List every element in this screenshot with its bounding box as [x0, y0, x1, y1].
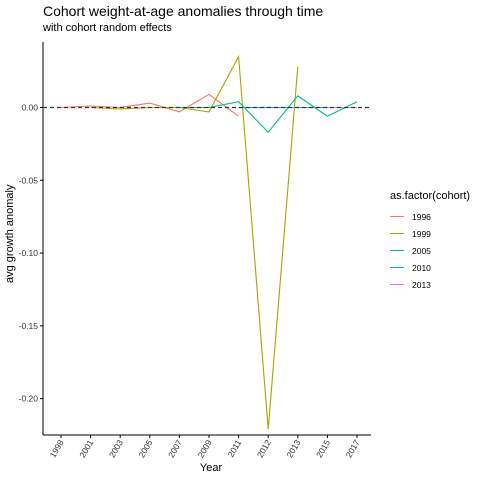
- legend-key: [390, 284, 404, 285]
- x-tick-label: 2015: [314, 438, 332, 460]
- x-tick-label: 1998: [48, 438, 66, 460]
- y-tick-label: -0.10: [19, 248, 39, 258]
- legend-title: as.factor(cohort): [390, 190, 471, 202]
- x-tick-label: 2003: [107, 438, 125, 460]
- legend-item-1999: 1999: [390, 225, 470, 242]
- x-axis-label: Year: [199, 462, 223, 474]
- legend-label: 1996: [412, 211, 431, 222]
- chart-title: Cohort weight-at-age anomalies through t…: [43, 3, 324, 19]
- series-line-1999: [90, 54, 299, 430]
- x-tick-label: 2009: [196, 438, 214, 460]
- legend-item-2010: 2010: [390, 259, 470, 276]
- legend-label: 1999: [412, 228, 431, 239]
- series-line-2005: [179, 95, 358, 134]
- legend-item-1996: 1996: [390, 208, 470, 225]
- y-tick-label: -0.15: [19, 321, 39, 331]
- legend-item-2013: 2013: [390, 276, 470, 293]
- y-tick-label: -0.05: [19, 175, 39, 185]
- x-tick-label: 2007: [166, 438, 184, 460]
- legend-label: 2005: [412, 245, 431, 256]
- legend-key: [390, 267, 404, 268]
- x-tick-label: 2012: [255, 438, 273, 460]
- x-tick-label: 2001: [77, 438, 95, 460]
- legend-label: 2010: [412, 262, 431, 273]
- legend-items: 1996 1999 2005 2010 2013: [390, 208, 470, 293]
- y-tick-label: -0.20: [19, 394, 39, 404]
- legend-label: 2013: [412, 279, 431, 290]
- x-tick-label: 2013: [284, 438, 302, 460]
- x-tick-label: 2011: [226, 438, 244, 459]
- legend: as.factor(cohort) 1996 1999 2005 2010 2013: [390, 190, 470, 293]
- y-tick-label: 0.00: [21, 103, 38, 113]
- chart-subtitle: with cohort random effects: [43, 22, 172, 34]
- x-tick-label: 2017: [344, 438, 362, 460]
- legend-key: [390, 233, 404, 234]
- legend-key: [390, 216, 404, 217]
- x-tick-label: 2005: [136, 438, 154, 460]
- legend-item-2005: 2005: [390, 242, 470, 259]
- legend-key: [390, 250, 404, 251]
- series-line-1996: [60, 93, 239, 117]
- y-axis-label: avg growth anomaly: [4, 184, 16, 283]
